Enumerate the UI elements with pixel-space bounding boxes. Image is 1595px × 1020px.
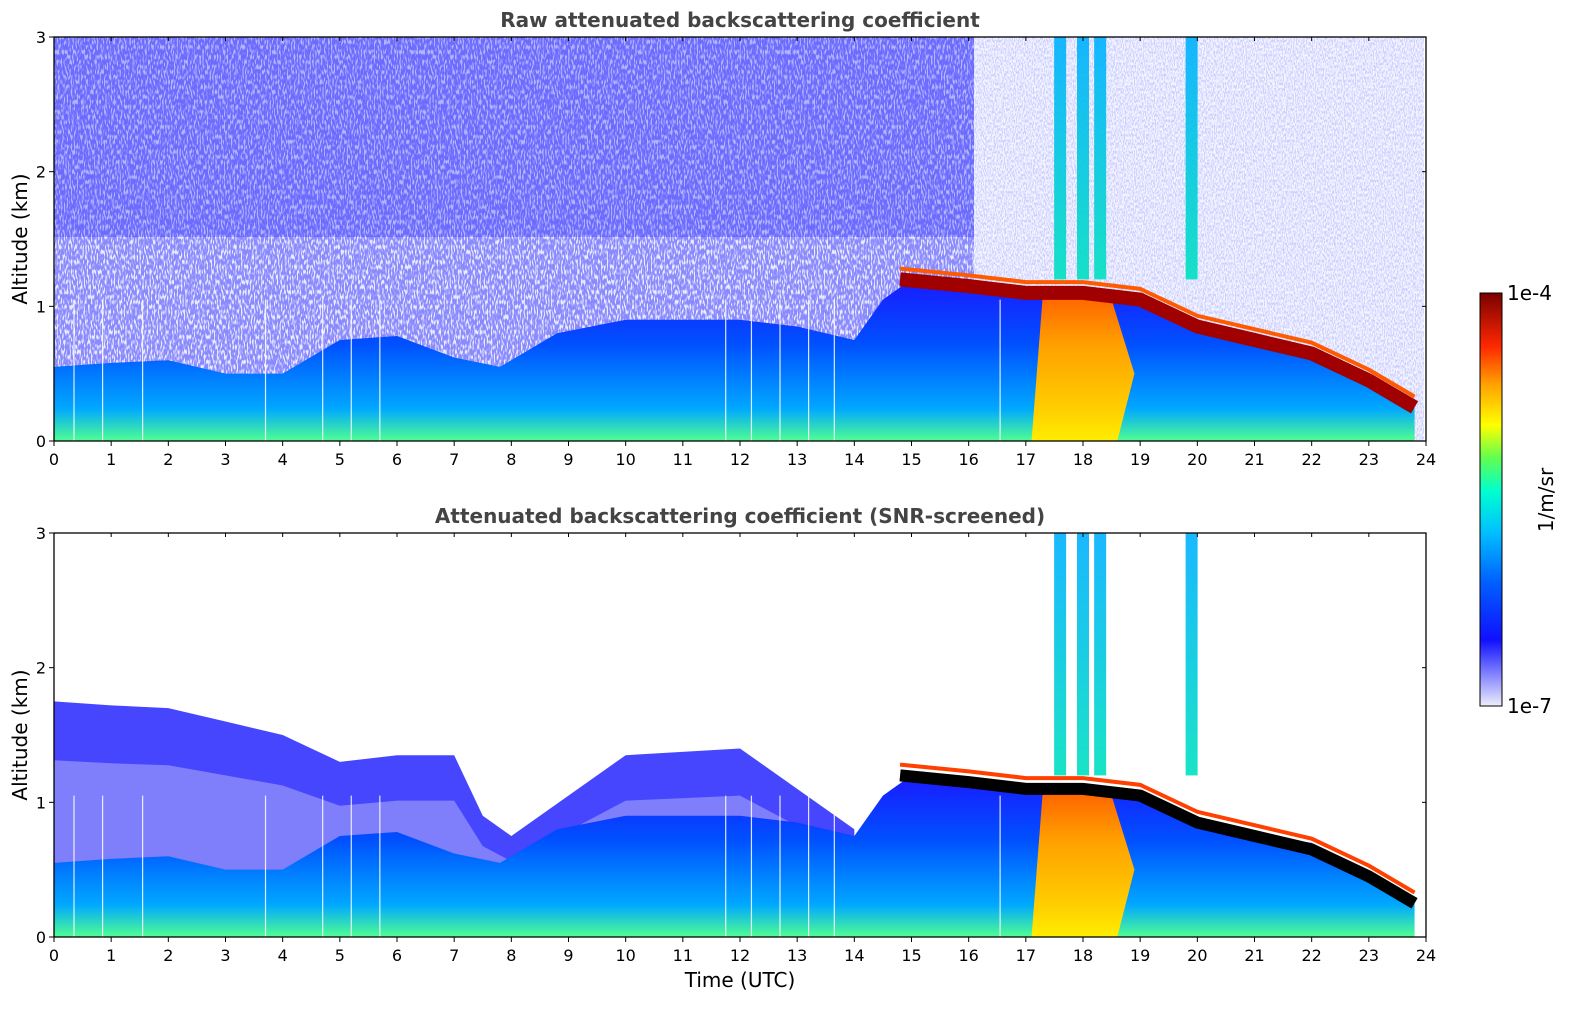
x-tick-label: 18 (1073, 450, 1093, 469)
top-cloud-edge (899, 266, 1416, 399)
x-tick-label: 12 (730, 450, 750, 469)
bottom-x-ticks: 0 1 2 3 4 5 6 7 8 9 10 11 12 13 14 15 16 17 18 19 20 21 22 23 24 (49, 533, 1436, 965)
x-tick-label: 0 (49, 946, 59, 965)
x-tick-label: 6 (392, 450, 402, 469)
top-y-axis-label: Altitude (km) (8, 173, 32, 304)
top-rain-columns (1054, 37, 1198, 280)
x-tick-label: 16 (958, 450, 978, 469)
x-tick-label: 11 (673, 946, 693, 965)
x-tick-label: 11 (673, 450, 693, 469)
x-tick-label: 15 (901, 450, 921, 469)
rain-column (1094, 37, 1107, 280)
x-tick-label: 12 (730, 946, 750, 965)
bottom-heatmap (54, 533, 1426, 937)
colorbar-min-label: 1e-7 (1507, 694, 1552, 718)
y-tick-label: 3 (36, 524, 46, 543)
bottom-y-ticks: 0 1 2 3 (36, 524, 1426, 947)
x-tick-label: 20 (1187, 946, 1207, 965)
x-tick-label: 18 (1073, 946, 1093, 965)
x-tick-label: 10 (615, 946, 635, 965)
snr-screened-panel: Attenuated backscattering coefficient (S… (8, 504, 1436, 992)
top-heatmap (54, 37, 1426, 441)
x-tick-label: 4 (278, 450, 288, 469)
x-tick-label: 22 (1301, 450, 1321, 469)
top-rain-region (1031, 292, 1135, 441)
x-tick-label: 13 (787, 946, 807, 965)
rain-column (1094, 533, 1107, 776)
y-tick-label: 0 (36, 432, 46, 451)
rain-column (1054, 533, 1067, 776)
x-tick-label: 13 (787, 450, 807, 469)
rain-column (1077, 37, 1089, 280)
bottom-cloud-edge (899, 762, 1416, 895)
rain-column (1185, 533, 1198, 776)
y-tick-label: 2 (36, 659, 46, 678)
x-tick-label: 24 (1416, 946, 1436, 965)
x-tick-label: 17 (1016, 450, 1036, 469)
x-tick-label: 20 (1187, 450, 1207, 469)
top-data-gaps (73, 299, 1001, 441)
bottom-rain-region (1031, 788, 1135, 937)
x-tick-label: 3 (220, 946, 230, 965)
x-tick-label: 15 (901, 946, 921, 965)
x-tick-label: 1 (106, 450, 116, 469)
x-tick-label: 1 (106, 946, 116, 965)
rain-column (1185, 37, 1198, 280)
x-axis-label: Time (UTC) (684, 968, 796, 992)
rain-column (1077, 533, 1089, 776)
x-tick-label: 7 (449, 946, 459, 965)
y-tick-label: 0 (36, 928, 46, 947)
x-tick-label: 22 (1301, 946, 1321, 965)
x-tick-label: 17 (1016, 946, 1036, 965)
x-tick-label: 19 (1130, 946, 1150, 965)
x-tick-label: 7 (449, 450, 459, 469)
y-tick-label: 3 (36, 28, 46, 47)
bottom-y-axis-label: Altitude (km) (8, 669, 32, 800)
top-cloud-layer (899, 272, 1419, 414)
x-tick-label: 9 (563, 450, 573, 469)
bottom-rain-columns (1054, 533, 1198, 776)
x-tick-label: 14 (844, 946, 864, 965)
colorbar-max-label: 1e-4 (1507, 281, 1552, 305)
y-tick-label: 2 (36, 163, 46, 182)
x-tick-label: 14 (844, 450, 864, 469)
x-tick-label: 21 (1244, 946, 1264, 965)
x-tick-label: 24 (1416, 450, 1436, 469)
x-tick-label: 4 (278, 946, 288, 965)
top-panel-title: Raw attenuated backscattering coefficien… (500, 8, 980, 32)
x-tick-label: 0 (49, 450, 59, 469)
x-tick-label: 5 (335, 450, 345, 469)
y-tick-label: 1 (36, 793, 46, 812)
colorbar-unit-label: 1/m/sr (1534, 467, 1558, 532)
x-tick-label: 6 (392, 946, 402, 965)
x-tick-label: 23 (1359, 946, 1379, 965)
x-tick-label: 23 (1359, 450, 1379, 469)
x-tick-label: 19 (1130, 450, 1150, 469)
raw-backscatter-panel: Raw attenuated backscattering coefficien… (8, 8, 1436, 469)
x-tick-label: 8 (506, 946, 516, 965)
x-tick-label: 21 (1244, 450, 1264, 469)
x-tick-label: 2 (163, 450, 173, 469)
x-tick-label: 2 (163, 946, 173, 965)
x-tick-label: 5 (335, 946, 345, 965)
rain-column (1054, 37, 1067, 280)
bottom-panel-title: Attenuated backscattering coefficient (S… (435, 504, 1045, 528)
x-tick-label: 9 (563, 946, 573, 965)
bottom-cloud-layer (899, 769, 1418, 909)
x-tick-label: 3 (220, 450, 230, 469)
colorbar: 1e-4 1e-7 1/m/sr (1479, 281, 1558, 718)
top-x-ticks: 0 1 2 3 4 5 6 7 8 9 10 11 12 13 14 15 16 17 18 19 20 21 22 23 24 (49, 37, 1436, 469)
x-tick-label: 10 (615, 450, 635, 469)
x-tick-label: 8 (506, 450, 516, 469)
bottom-data-gaps (73, 795, 1001, 937)
top-y-ticks: 0 1 2 3 (36, 28, 1426, 451)
colorbar-gradient (1479, 292, 1503, 707)
y-tick-label: 1 (36, 297, 46, 316)
x-tick-label: 16 (958, 946, 978, 965)
